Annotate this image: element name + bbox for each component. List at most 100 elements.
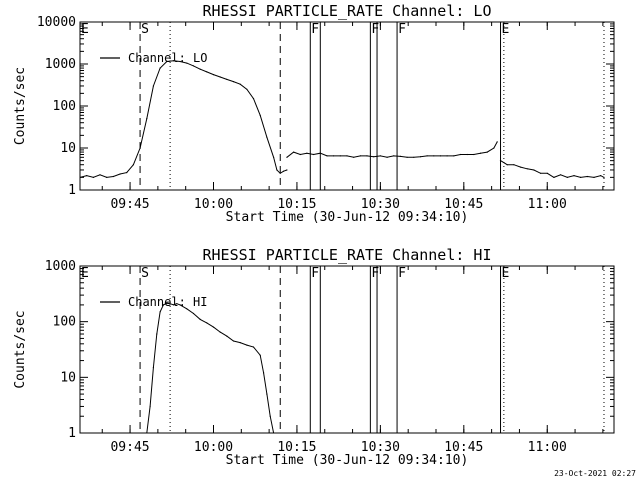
panel-1-ytick-label: 1 [68,183,76,198]
panel-1-data-point [266,136,268,138]
panel-1-data-point [399,155,401,157]
panel-1-data-point [132,164,134,166]
panel-1-data-point [232,81,235,83]
panel-1-data-point [346,155,348,157]
panel-1-data-point [393,155,395,157]
panel-1-data-point [99,174,101,176]
panel-2-xlabel: Start Time (30-Jun-12 09:34:10) [226,453,469,468]
panel-1-data-point [206,71,208,73]
panel-1-data-point [226,78,228,80]
panel-1-marker-label: E [502,22,510,37]
panel-1-data-point [426,155,428,157]
panel-1-title: RHESSI PARTICLE_RATE Channel: LO [203,2,492,20]
panel-1-marker-label: F [371,22,379,37]
panel-2-xtick-label: 09:45 [110,440,149,455]
panel-1-ytick-label: 10 [60,141,76,156]
panel-1-data-point [326,155,328,157]
timestamp: 23-Oct-2021 02:27 [554,469,636,478]
panel-2-legend-label: Channel: HI [128,295,207,309]
panel-2-data-point [149,405,151,407]
panel-1-data-point [499,160,502,162]
panel-1-marker-label: S [141,22,149,37]
panel-2-series-line [146,302,275,433]
panel-2-data-point [166,302,168,304]
panel-1-data-point [603,176,605,178]
panel-2-marker-label: E [81,266,89,281]
panel-1-data-point [86,175,88,177]
panel-2-title: RHESSI PARTICLE_RATE Channel: HI [203,246,492,264]
panel-2-ytick-label: 1000 [45,259,76,274]
panel-1-data-point [186,62,188,64]
panel-1-data-point [146,118,148,120]
panel-2-data-point [246,344,248,346]
panel-1-data-point [446,155,448,157]
panel-1-data-point [276,169,278,171]
panel-1-axes-box [79,21,615,191]
panel-1-marker-label: F [398,22,406,37]
panel-1-data-point [496,141,498,143]
panel-2-xtick-label: 10:30 [361,440,400,455]
panel-1-series-line [500,160,605,178]
panel-2-xtick-label: 10:15 [277,440,316,455]
panel-1-data-point [373,156,375,158]
panel-2-marker-label: S [141,266,149,281]
panel-1-series-line [80,60,288,178]
panel-2-data-point [159,311,161,313]
panel-2-data-point [146,432,148,433]
panel-2-data-point [172,304,175,306]
panel-1-xtick-label: 10:00 [194,197,233,212]
panel-2-data-point [259,354,261,356]
panel-1-data-point [179,60,181,63]
panel-1-data-point [333,155,335,157]
panel-2-data-point [179,304,181,306]
panel-1-xtick-label: 11:00 [528,197,567,212]
panel-1-data-point [580,176,582,178]
panel-1-data-point [283,170,285,172]
panel-2-data-point [199,318,201,320]
panel-2-data-point [162,304,164,306]
panel-1-data-point [553,176,555,178]
panel-2-data-point [192,312,195,315]
panel-1-data-point [219,76,221,78]
panel-2-ytick-label: 100 [53,315,76,330]
panel-1-data-point [246,88,248,90]
panel-2-ylabel: Counts/sec [13,310,28,388]
panel-1-data-point [80,176,81,178]
panel-1-data-point [252,98,255,100]
panel-1-data-point [172,60,175,62]
panel-1-data-point [313,153,315,156]
panel-1-data-point [306,152,308,154]
panel-1-data-point [319,152,321,154]
panel-1-data-point [126,172,128,174]
panel-2-data-point [263,372,265,374]
panel-2-xtick-label: 10:45 [444,440,483,455]
panel-1-data-point [379,155,381,157]
panel-1-data-point [92,176,94,178]
panel-1-data-point [600,175,602,177]
panel-1-data-point [119,173,121,175]
panel-2-xtick-label: 10:00 [194,440,233,455]
panel-1-data-point [593,176,595,178]
panel-1-data-point [106,176,108,178]
panel-2-marker-label: F [311,266,319,281]
panel-1-series-line [286,141,498,158]
panel-1-xtick-label: 10:30 [361,197,400,212]
panel-2-data-point [226,335,228,337]
panel-1-xtick-label: 10:15 [277,197,316,212]
panel-1-data-point [199,68,201,70]
panel-1-data-point [366,155,368,157]
panel-1-data-point [386,156,388,158]
panel-1-data-point [339,155,341,157]
panel-2-data-point [169,303,171,305]
panel-2-data-point [156,333,158,335]
panel-1-data-point [513,164,515,166]
panel-1-data-point [466,153,468,156]
panel-1-data-point [546,172,548,174]
panel-2-ytick-label: 10 [60,370,76,385]
panel-1-data-point [273,156,275,158]
panel-2-data-point [186,308,188,310]
panel-1-data-point [192,65,195,67]
panel-1-data-point [433,155,435,157]
panel-1-ytick-label: 10000 [37,15,76,30]
